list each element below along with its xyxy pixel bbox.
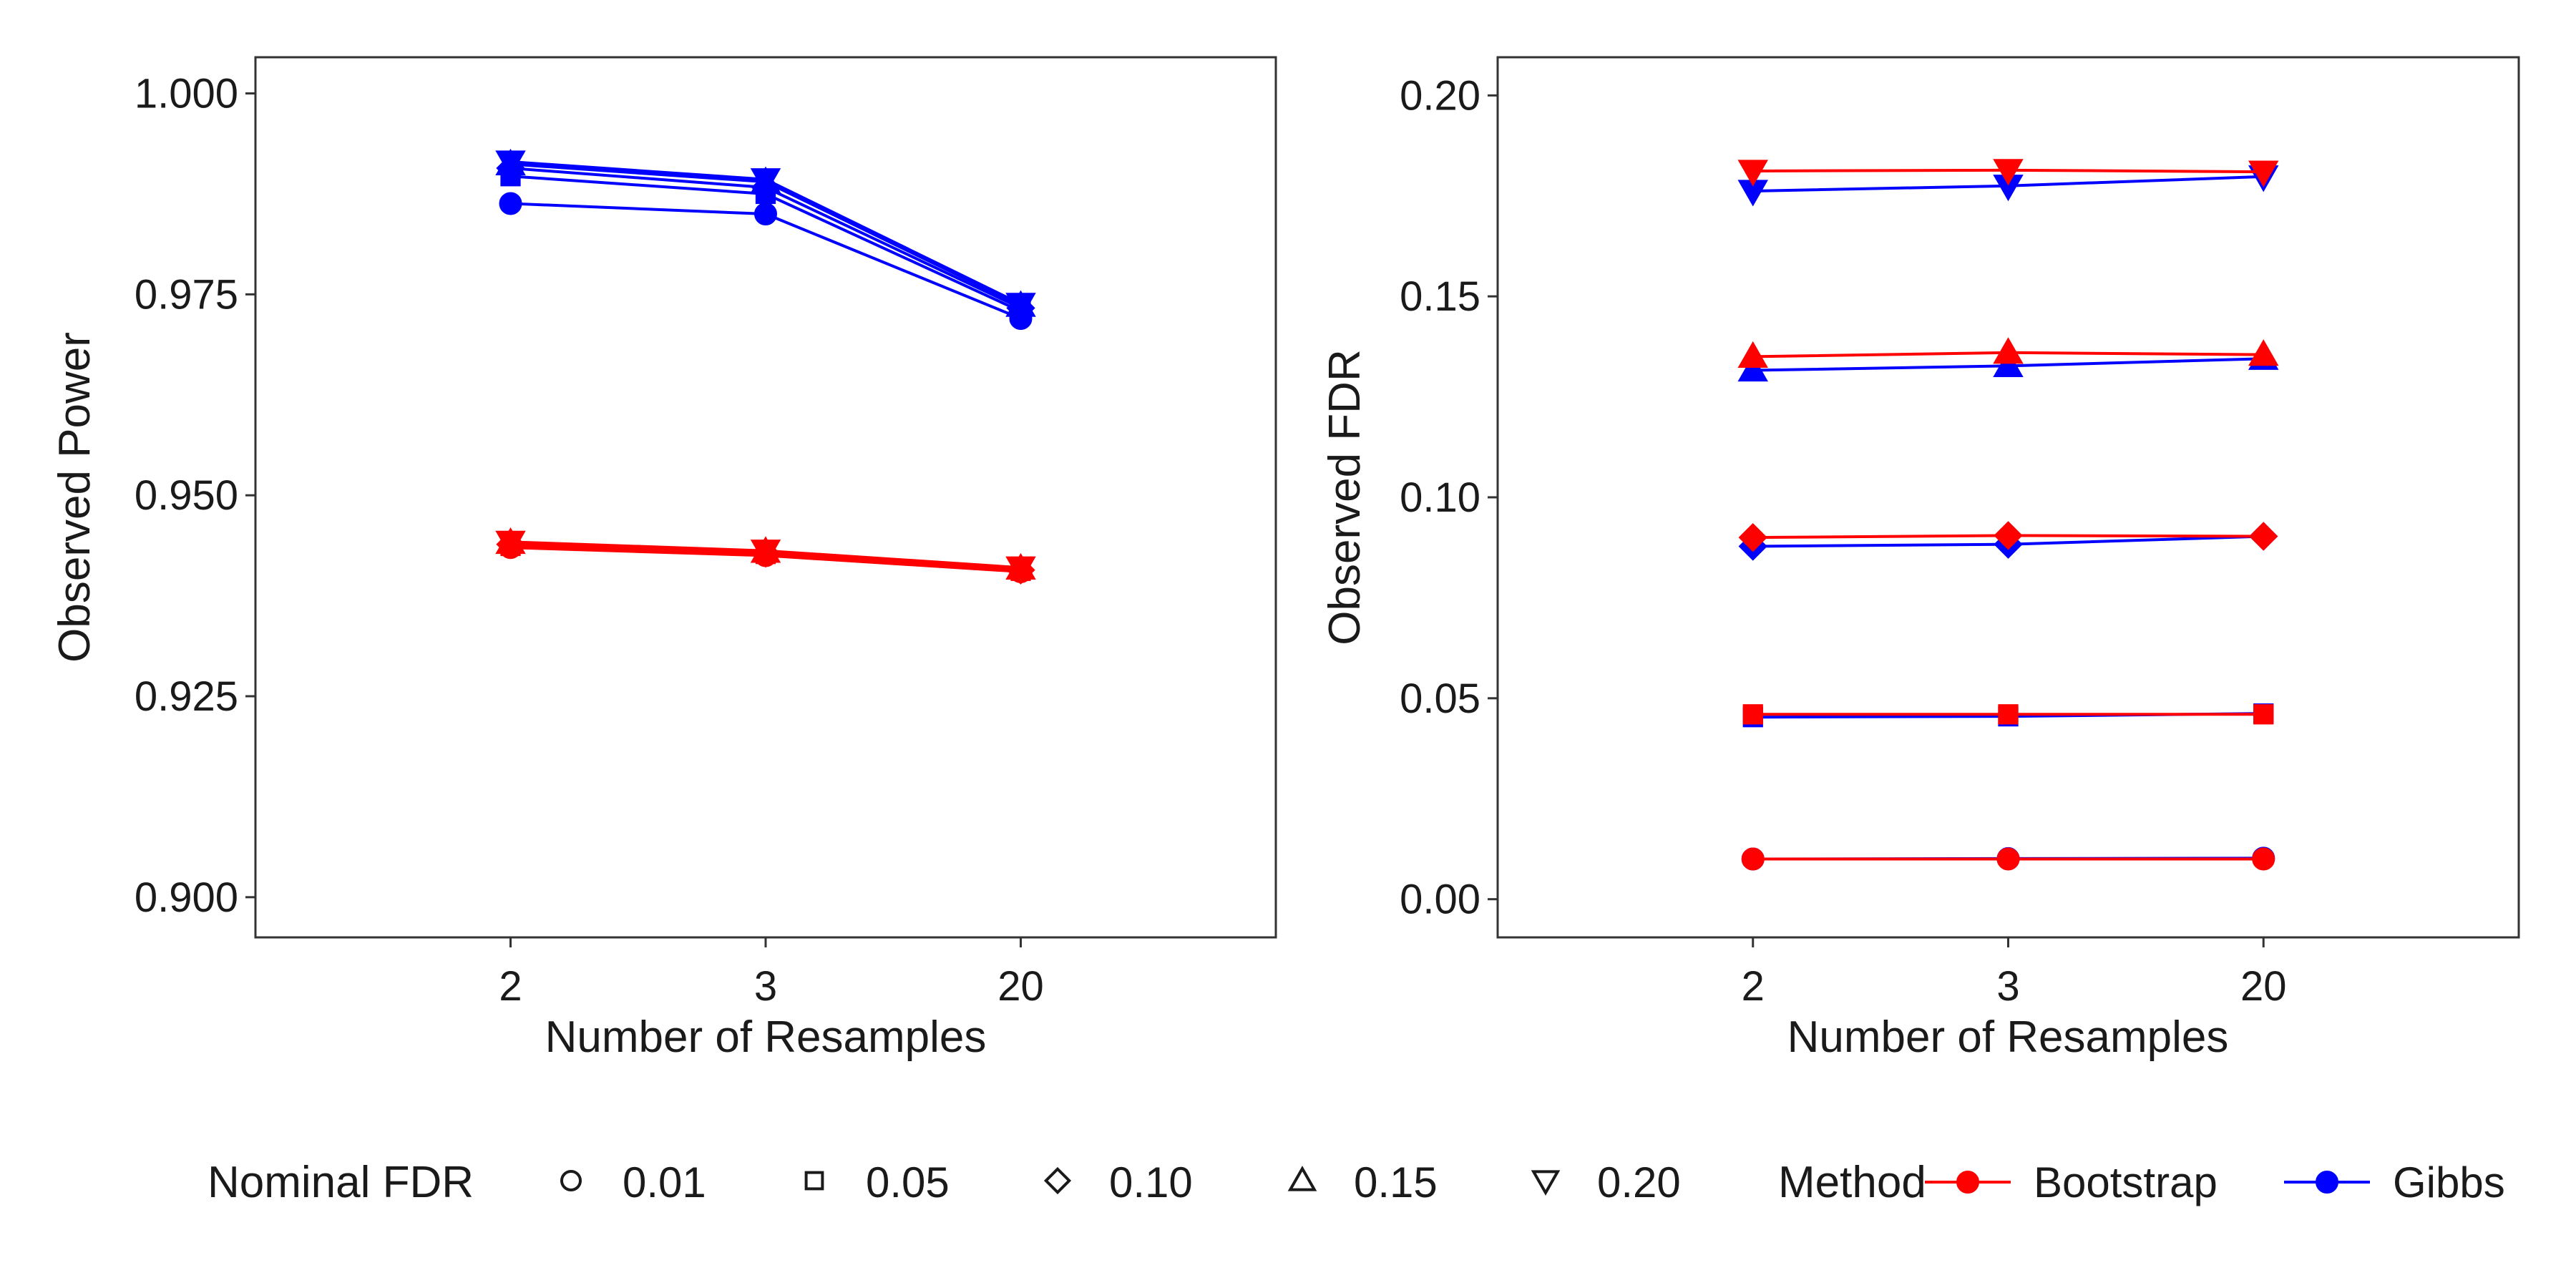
power-x-axis-title: Number of Resamples (545, 1013, 987, 1062)
legend-shape-key-0.10 (1043, 1166, 1072, 1195)
power-y-axis: 0.900 0.925 0.950 0.975 1.000 (135, 71, 255, 921)
legend-color-items: Bootstrap Gibbs (1925, 1158, 2505, 1206)
fdr-point-gibbs-0.15 (1993, 350, 2024, 377)
power-point-gibbs-0.01 (499, 192, 522, 215)
legend-shape-label-0.15: 0.15 (1354, 1158, 1438, 1206)
power-y-tick-label: 0.975 (135, 271, 238, 318)
fdr-x-tick-label: 2 (1742, 963, 1765, 1010)
power-point-bootstrap-0.20 (750, 540, 781, 567)
fdr-x-axis-title: Number of Resamples (1787, 1013, 2229, 1062)
fdr-point-bootstrap-0.10 (2249, 522, 2278, 551)
fdr-y-tick-label: 0.10 (1400, 474, 1480, 521)
fdr-point-bootstrap-0.20 (1993, 159, 2024, 186)
fdr-y-tick-label: 0.00 (1400, 877, 1480, 923)
power-y-axis-title: Observed Power (50, 332, 99, 663)
fdr-x-tick-label: 20 (2240, 963, 2287, 1010)
legend-color-dot-gibbs (2316, 1171, 2338, 1194)
legend-shape-key-0.05 (804, 1171, 824, 1191)
power-y-tick-label: 0.900 (135, 874, 238, 921)
legend-shape-key-0.20 (1531, 1170, 1561, 1196)
fdr-y-axis-title: Observed FDR (1320, 349, 1370, 645)
fdr-point-bootstrap-0.15 (1737, 341, 1768, 369)
power-x-tick-label: 20 (997, 963, 1044, 1010)
power-point-gibbs-0.20 (750, 168, 781, 195)
power-y-tick-label: 1.000 (135, 71, 238, 117)
power-point-bootstrap-0.20 (1005, 556, 1036, 583)
panel-power: 0.900 0.925 0.950 0.975 1.000 2 3 20 Number of… (50, 56, 1277, 1062)
power-x-tick-label: 2 (499, 963, 522, 1010)
fdr-point-bootstrap-0.15 (2248, 339, 2279, 366)
fdr-point-bootstrap-0.20 (2248, 160, 2279, 187)
legend-shape-label-0.20: 0.20 (1597, 1158, 1681, 1206)
fdr-y-axis: 0.00 0.05 0.10 0.15 0.20 (1400, 72, 1498, 923)
fdr-y-tick-label: 0.15 (1400, 273, 1480, 320)
legend-color-label-gibbs: Gibbs (2393, 1158, 2505, 1206)
fdr-point-gibbs-0.15 (1737, 355, 1768, 382)
legend: Nominal FDR 0.01 0.05 0.10 0.15 0.20 Method … (208, 1158, 2505, 1207)
fdr-y-tick-label: 0.05 (1400, 675, 1480, 722)
legend-color-title: Method (1778, 1158, 1926, 1207)
legend-shape-title: Nominal FDR (208, 1158, 474, 1207)
power-point-bootstrap-0.20 (495, 530, 526, 557)
legend-shape-key-0.15 (1287, 1166, 1317, 1191)
power-point-gibbs-0.20 (1005, 293, 1036, 320)
legend-shape-label-0.05: 0.05 (866, 1158, 950, 1206)
power-x-tick-label: 3 (754, 963, 777, 1010)
fdr-series (1737, 159, 2279, 871)
legend-shape-label-0.01: 0.01 (623, 1158, 706, 1206)
panel-fdr: 0.00 0.05 0.10 0.15 0.20 2 3 20 Number of Resa… (1320, 56, 2520, 1062)
fdr-plot-frame (1496, 56, 2520, 939)
legend-shape-label-0.10: 0.10 (1109, 1158, 1193, 1206)
fdr-point-bootstrap-0.05 (2253, 704, 2274, 725)
fdr-point-bootstrap-0.10 (1738, 523, 1767, 552)
power-point-gibbs-0.20 (495, 150, 526, 177)
fdr-point-bootstrap-0.15 (1993, 337, 2024, 364)
power-y-tick-label: 0.925 (135, 673, 238, 720)
fdr-point-bootstrap-0.10 (1994, 521, 2023, 550)
legend-color-dot-bootstrap (1956, 1171, 1979, 1194)
fdr-point-bootstrap-0.01 (1741, 847, 1765, 871)
power-series (495, 148, 1036, 585)
power-x-axis: 2 3 20 (499, 937, 1044, 1010)
fdr-point-bootstrap-0.01 (2252, 847, 2275, 871)
power-y-tick-label: 0.950 (135, 472, 238, 519)
power-point-gibbs-0.01 (754, 203, 777, 226)
fdr-point-bootstrap-0.20 (1737, 160, 1768, 187)
fdr-point-bootstrap-0.01 (1996, 847, 2020, 871)
legend-shape-key-0.01 (560, 1170, 582, 1191)
fdr-point-bootstrap-0.05 (1998, 704, 2019, 725)
legend-shape-items: 0.01 0.05 0.10 0.15 0.20 (560, 1158, 1681, 1206)
fdr-y-tick-label: 0.20 (1400, 72, 1480, 119)
fdr-x-tick-label: 3 (1996, 963, 2019, 1010)
fdr-x-axis: 2 3 20 (1742, 937, 2287, 1010)
fdr-point-bootstrap-0.05 (1742, 704, 1763, 725)
legend-color-label-bootstrap: Bootstrap (2034, 1158, 2218, 1206)
